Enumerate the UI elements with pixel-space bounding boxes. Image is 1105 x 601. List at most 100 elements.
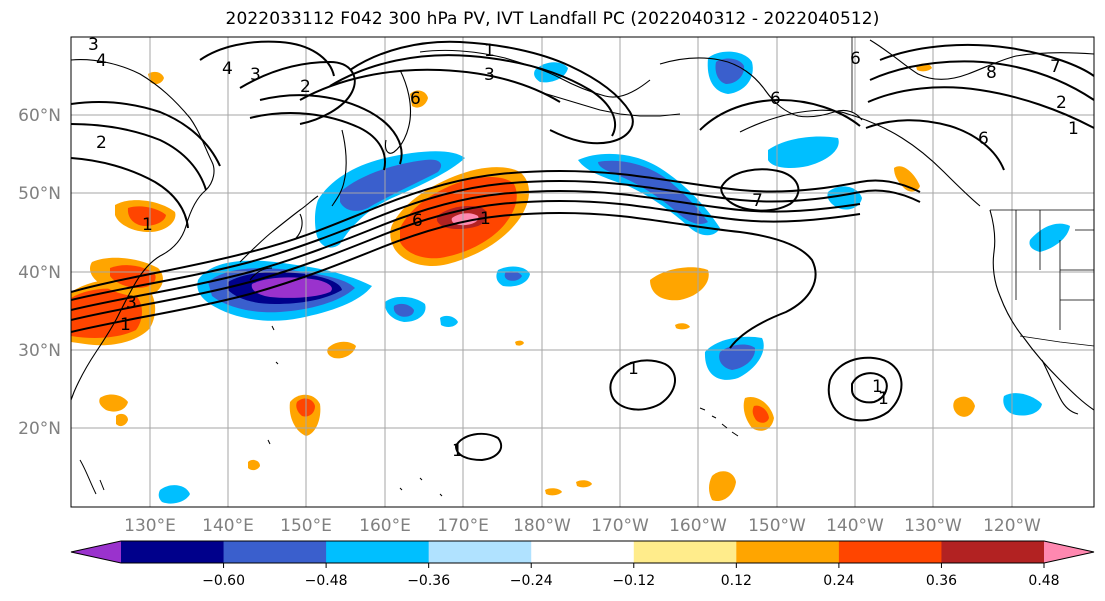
contour-jet-2: [71, 180, 921, 301]
aleutian-islands: [539, 91, 681, 117]
contour-label: 7: [1050, 57, 1061, 77]
pv-positive-patch-tiny-2: [545, 488, 562, 496]
colorbar-segment: [428, 541, 532, 563]
graticule: [71, 37, 1094, 507]
pv-negative-patch-alaska-core: [715, 58, 745, 84]
contour-label: 6: [770, 89, 781, 109]
colorbar-ticks: [223, 563, 1045, 568]
lat-tick-label: 20°N: [18, 419, 61, 439]
contour-north-5: [199, 40, 335, 77]
pv-negative-region-kurils-core: [340, 159, 442, 211]
contour-label: 1: [484, 41, 495, 61]
pv-negative-patch-gulf: [768, 136, 839, 168]
contour-labels: 3 4 4 3 2 2 1 3 6 1 1 3 6 6 7 6 8 7 6 2: [88, 37, 1079, 461]
coastline-kamchatka: [384, 69, 412, 154]
colorbar-extend-low: [71, 541, 121, 563]
contour-closed-3b: [851, 372, 888, 404]
contour-ridge-1: [259, 94, 403, 165]
colorbar-segment: [326, 541, 430, 563]
colorbar-tick-label: 0.12: [721, 573, 752, 589]
contour-label: 1: [480, 209, 491, 229]
map-frame: [70, 36, 1095, 508]
lon-tick-label: 180°W: [513, 516, 571, 536]
pv-negative-patch-tiny-1: [440, 315, 458, 327]
colorbar-tick-label: 0.36: [926, 573, 957, 589]
contour-label: 7: [752, 191, 763, 211]
contour-label: 6: [410, 89, 421, 109]
pv-negative-patch-mexico: [1003, 393, 1042, 416]
coastline-mexico: [1041, 359, 1079, 415]
bonin-islands: [267, 325, 279, 445]
contour-jet-1: [71, 170, 921, 293]
pv-positive-region-china-core: [71, 288, 142, 338]
lon-tick-labels: 130°E 140°E 150°E 160°E 170°E 180°W 170°…: [124, 516, 1041, 536]
contour-jet-4: [71, 200, 861, 321]
pv-negative-patch-hawaii-core: [719, 344, 756, 370]
contour-east-4: [865, 119, 1005, 171]
contour-label: 2: [1056, 93, 1067, 113]
lat-tick-label: 50°N: [18, 184, 61, 204]
pv-negative-patch-southwest: [158, 485, 190, 504]
colorbar-segment: [941, 541, 1045, 563]
colorbar-tick-label: −0.12: [612, 573, 655, 589]
contour-label: 3: [126, 293, 137, 313]
pv-positive-patch-west-south-2: [116, 413, 128, 427]
contour-label: 1: [120, 315, 131, 335]
pv-negative-patch-subtropic-2-core: [504, 271, 522, 281]
colorbar-tick-label: −0.48: [305, 573, 348, 589]
lat-tick-label: 40°N: [18, 263, 61, 283]
contour-closed-1a: [720, 168, 800, 212]
pv-positive-region-manchuria-core: [127, 206, 166, 226]
contour-jet-3: [71, 190, 861, 311]
contour-east-2: [869, 60, 1094, 101]
colorbar-segment: [633, 541, 737, 563]
contour-label: 1: [872, 377, 883, 397]
contour-north-2: [329, 54, 617, 137]
contour-label: 1: [452, 441, 463, 461]
lon-tick-label: 150°W: [748, 516, 806, 536]
coastline-japan: [239, 195, 319, 281]
political-borders: [851, 37, 1094, 347]
contour-label: 6: [850, 49, 861, 69]
lon-tick-label: 170°E: [437, 516, 489, 536]
contour-jet-5: [71, 212, 817, 349]
contour-northwest-2: [71, 123, 207, 191]
colorbar-segment: [121, 541, 225, 563]
contours: [71, 40, 1094, 462]
pv-shading-layer: [71, 51, 1070, 504]
pv-negative-region-japan-max: [251, 277, 332, 298]
pv-negative-region-eastern-band-core: [598, 160, 708, 225]
contour-label: 1: [628, 359, 639, 379]
pv-negative-patch-gulf-east: [827, 186, 862, 210]
pv-negative-patch-subtropic-1-core: [393, 303, 414, 317]
coastline-na-west: [989, 209, 1094, 411]
philippine-islands: [79, 459, 105, 495]
contour-closed-3a: [827, 356, 903, 422]
pv-positive-patch-aleutian-2: [410, 90, 428, 108]
colorbar-segment: [736, 541, 840, 563]
contour-east-1: [879, 43, 1094, 77]
colorbar-labels: −0.60 −0.48 −0.36 −0.24 −0.12 0.12 0.24 0.36 0.4…: [202, 573, 1059, 589]
lon-tick-label: 160°E: [359, 516, 411, 536]
contour-closed-4a: [454, 432, 503, 462]
colorbar-tick-label: −0.36: [407, 573, 450, 589]
pv-positive-patch-mid-1: [650, 267, 709, 301]
lon-tick-label: 140°E: [202, 516, 254, 536]
hawaii-islands: [699, 407, 739, 437]
contour-north-4: [239, 60, 356, 125]
contour-label: 1: [1068, 119, 1079, 139]
pv-positive-patch-tiny-3: [576, 480, 592, 488]
contour-northwest-1: [71, 101, 221, 167]
colorbar-tick-label: 0.24: [823, 573, 854, 589]
lon-tick-label: 130°W: [904, 516, 962, 536]
contour-northwest-3: [71, 157, 189, 229]
pv-positive-patch-south-1: [709, 471, 736, 502]
pv-positive-patch-canada-coast: [894, 166, 920, 192]
lon-tick-label: 150°E: [280, 516, 332, 536]
contour-north-1: [349, 40, 634, 145]
colorbar-outline: [70, 540, 1095, 564]
marshall-islands: [399, 477, 443, 497]
colorbar-segment: [838, 541, 942, 563]
